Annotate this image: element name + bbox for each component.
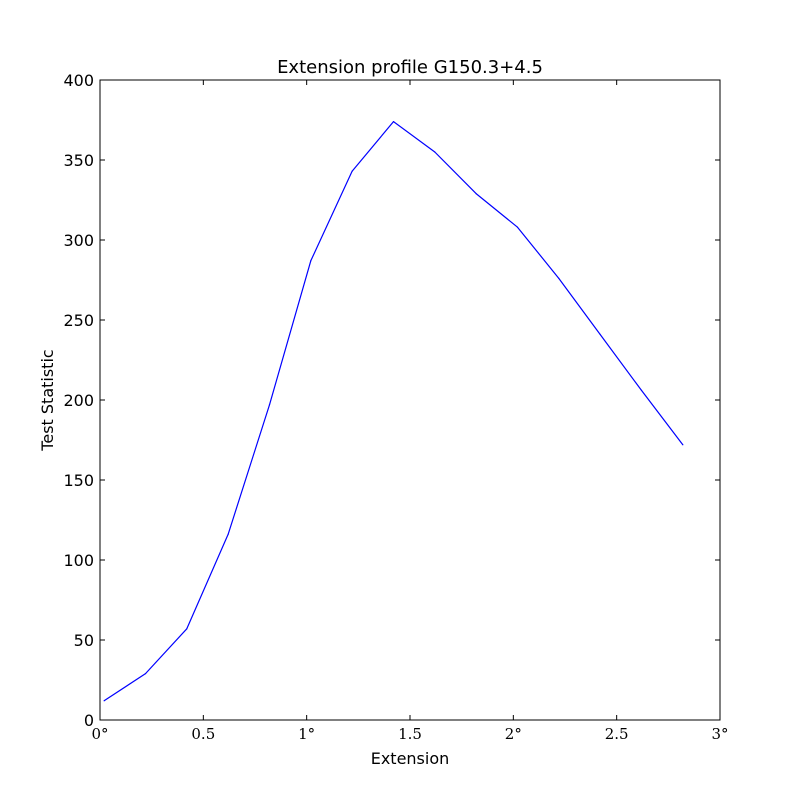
y-tick-label: 50 [74, 631, 94, 650]
y-tick-label: 200 [63, 391, 94, 410]
data-point [351, 170, 353, 172]
x-tick-label: 3° [711, 725, 728, 743]
series-line [103, 120, 684, 702]
plot-frame [99, 79, 721, 721]
data-point [599, 333, 601, 335]
x-tick-label: 2.5 [605, 725, 629, 743]
y-tick-label: 0 [84, 711, 94, 730]
y-axis-label: Test Statistic [38, 349, 57, 451]
data-point [227, 533, 229, 536]
data-point [310, 260, 312, 262]
y-tick-label: 350 [63, 151, 94, 170]
x-axis-label: Extension [371, 749, 450, 768]
chart-title: Extension profile G150.3+4.5 [277, 57, 543, 78]
plot-area: 0 50 100 150 200 250 300 350 400 0° 0.5 1° 1.5 2° 2.5 3… [63, 71, 728, 743]
data-point [516, 226, 519, 228]
data-point [434, 151, 436, 153]
y-tick-label: 150 [63, 471, 94, 490]
data-point [682, 444, 684, 446]
y-tick-label: 400 [63, 71, 94, 90]
x-tick-label: 1.5 [398, 725, 422, 743]
data-point [475, 193, 477, 195]
x-tick-label: 2° [505, 725, 522, 743]
y-tick-label: 300 [63, 231, 94, 250]
x-tick-label: 0° [91, 725, 108, 743]
data-point [558, 277, 560, 279]
data-point [103, 700, 105, 702]
data-point [392, 121, 395, 123]
data-point [268, 404, 271, 406]
data-point [640, 389, 643, 391]
y-tick-label: 100 [63, 551, 94, 570]
x-tick-label: 0.5 [191, 725, 215, 743]
data-point [144, 673, 147, 675]
y-tick-label: 250 [63, 311, 94, 330]
data-point [186, 628, 188, 630]
x-tick-label: 1° [298, 725, 315, 743]
